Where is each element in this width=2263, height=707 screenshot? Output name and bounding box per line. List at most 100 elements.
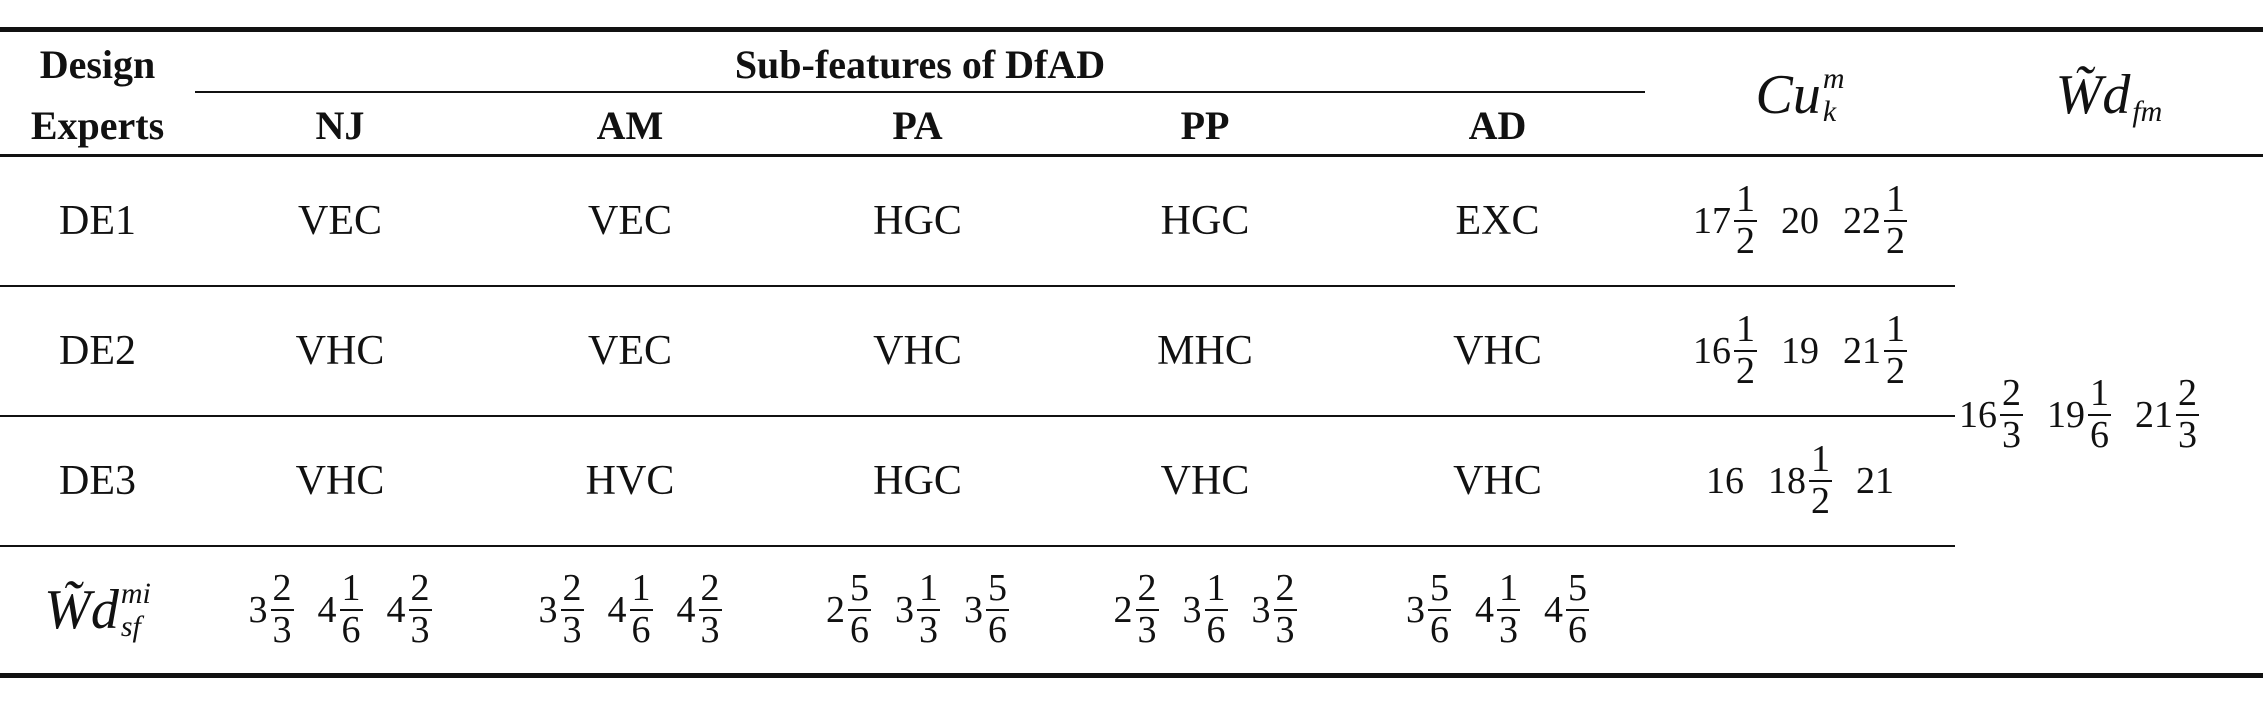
mixed-number: 19	[1781, 329, 1819, 373]
denominator: 3	[2178, 414, 2197, 456]
denominator: 3	[919, 609, 938, 651]
numerator: 1	[2088, 372, 2111, 416]
numerator: 2	[1273, 567, 1297, 611]
mixed-number: 16	[1706, 459, 1744, 503]
denominator: 2	[1886, 220, 1905, 262]
denominator: 2	[1886, 350, 1905, 392]
numerator: 2	[2176, 372, 2199, 416]
superscript: m	[1822, 62, 1845, 95]
header-label: Design	[39, 41, 156, 87]
subfeature-header: AM	[596, 102, 664, 148]
numerator: 2	[560, 567, 584, 611]
denominator: 2	[1811, 480, 1830, 522]
whole-part: 3	[964, 589, 983, 631]
group-header: Sub-features of DfAD	[734, 41, 1106, 87]
mixed-number: 21 2 3	[2135, 372, 2199, 456]
header-label: Experts	[30, 102, 165, 148]
denominator: 6	[850, 609, 869, 651]
rating: VEC	[298, 198, 382, 244]
mixed-number: 16 2 3	[1959, 372, 2023, 456]
subfeature-header: AD	[1468, 102, 1527, 148]
top-rule	[0, 27, 2263, 32]
numerator: 2	[2000, 372, 2023, 416]
numerator: 1	[629, 567, 653, 611]
whole-part: 3	[895, 589, 914, 631]
cu-value: 17 1 2 20 22 1 2	[1645, 157, 1955, 285]
denominator: 3	[1275, 609, 1295, 651]
bottom-rule	[0, 673, 2263, 678]
denominator: 3	[272, 609, 292, 651]
denominator: 3	[2002, 414, 2021, 456]
superscript	[2132, 62, 2162, 95]
math-scripts: mi sf	[121, 577, 151, 643]
row-rule	[0, 415, 1955, 417]
cu-header: Cu m k	[1645, 36, 1955, 154]
mixed-number: 19 1 6	[2047, 372, 2111, 456]
rating: VEC	[588, 328, 672, 374]
whole-part: 19	[2047, 394, 2085, 436]
denominator: 6	[2090, 414, 2109, 456]
math-base: W̃d	[2055, 64, 2131, 126]
mixed-number: 18 1 2	[1768, 439, 1832, 522]
whole-part: 16	[1706, 460, 1744, 502]
whole-part: 16	[1959, 394, 1997, 436]
rating: VHC	[873, 328, 962, 374]
denominator: 6	[631, 609, 651, 651]
denominator: 6	[1206, 609, 1226, 651]
whole-part: 21	[2135, 394, 2173, 436]
rating: VHC	[1453, 458, 1542, 504]
rating: MHC	[1157, 328, 1253, 374]
whole-part: 17	[1693, 200, 1731, 242]
whole-part: 4	[1544, 589, 1563, 631]
whole-part: 22	[1843, 200, 1881, 242]
mixed-number: 21 1 2	[1843, 308, 1907, 392]
whole-part: 3	[1406, 589, 1425, 631]
mixed-number: 17 1 2	[1693, 178, 1757, 262]
rating: HGC	[873, 458, 962, 504]
subfeature-header: NJ	[315, 102, 365, 148]
wd-fm-value: 16 2 3 19 1 6 21 2 3	[1947, 157, 2263, 673]
numerator: 2	[270, 567, 294, 611]
rating: VHC	[295, 458, 385, 504]
whole-part: 4	[317, 589, 337, 631]
whole-part: 4	[1475, 589, 1494, 631]
numerator: 1	[1734, 178, 1757, 222]
mixed-number: 22 1 2	[1843, 179, 1907, 262]
numerator: 1	[1884, 308, 1907, 352]
whole-part: 21	[1856, 460, 1894, 502]
rating: VHC	[1453, 328, 1542, 374]
whole-part: 20	[1781, 200, 1819, 242]
denominator: 6	[341, 609, 361, 651]
whole-part: 18	[1768, 460, 1806, 502]
denominator: 2	[1736, 220, 1755, 262]
numerator: 5	[848, 567, 871, 611]
whole-part: 3	[1182, 589, 1202, 631]
subscript: fm	[2132, 95, 2163, 128]
whole-part: 4	[386, 589, 406, 631]
